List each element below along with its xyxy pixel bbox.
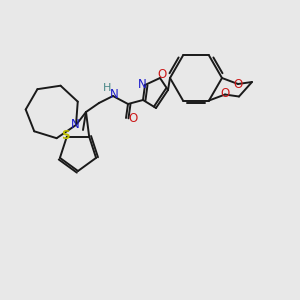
Text: O: O [128,112,138,125]
Text: O: O [158,68,166,82]
Text: S: S [61,129,70,142]
Text: N: N [70,118,80,130]
Text: N: N [110,88,118,100]
Text: O: O [233,79,243,92]
Text: O: O [220,87,230,100]
Text: H: H [103,83,111,93]
Text: N: N [138,77,146,91]
